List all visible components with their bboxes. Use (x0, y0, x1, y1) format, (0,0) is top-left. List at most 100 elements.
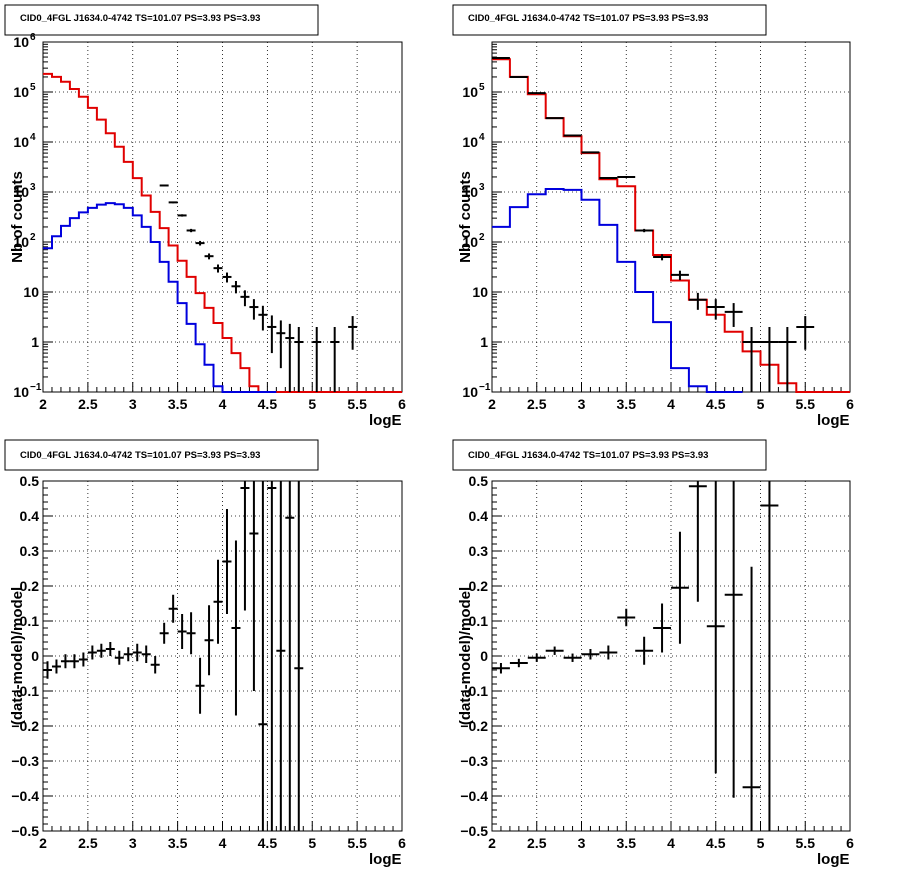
y-axis-label: Nb of counts (457, 171, 474, 263)
data-point (177, 614, 187, 649)
data-point (599, 177, 618, 180)
data-point (653, 603, 671, 653)
series-2 (492, 188, 743, 393)
data-point (60, 654, 70, 669)
data-point (330, 326, 340, 392)
y-tick-exponent: 6 (30, 32, 36, 43)
data-point (635, 636, 654, 665)
chart-panel-3: CID0_4FGL J1634.0-4742 TS=101.07 PS=3.93… (4, 439, 406, 868)
data-point (240, 290, 250, 307)
data-point (258, 305, 268, 331)
chart-title: CID0_4FGL J1634.0-4742 TS=101.07 PS=3.93… (468, 13, 708, 24)
x-tick-label: 4.5 (258, 835, 278, 851)
x-axis-label: logE (817, 851, 850, 868)
y-tick-label: 0.1 (469, 613, 489, 629)
y-tick-label: 10 (13, 134, 29, 150)
y-tick-exponent: 2 (479, 232, 485, 243)
x-tick-label: 5 (757, 396, 765, 412)
data-point (724, 481, 743, 798)
data-point (599, 645, 618, 660)
x-tick-label: 6 (398, 396, 406, 412)
data-point (760, 481, 779, 831)
x-tick-label: 5.5 (796, 396, 816, 412)
x-tick-label: 2.5 (527, 835, 547, 851)
y-tick-label: −0.4 (460, 788, 488, 804)
data-point (150, 656, 160, 674)
data-point (213, 559, 223, 644)
data-point (159, 622, 169, 644)
data-point (249, 299, 259, 320)
y-tick-exponent: 3 (479, 182, 485, 193)
data-point (492, 663, 510, 674)
y-tick-label: −0.4 (11, 788, 39, 804)
data-point (581, 151, 600, 154)
series-1 (43, 72, 402, 393)
y-tick-label: −0.5 (11, 823, 39, 839)
data-point (168, 201, 178, 204)
data-point (742, 566, 761, 831)
data-point (671, 270, 689, 281)
y-tick-exponent: −1 (30, 382, 42, 393)
x-tick-label: 5 (757, 835, 765, 851)
y-tick-label: 0.5 (20, 473, 40, 489)
x-tick-label: 3.5 (617, 835, 637, 851)
data-point (671, 531, 689, 644)
data-point (69, 654, 79, 669)
data-point (276, 481, 286, 831)
y-tick-label: 10 (13, 384, 29, 400)
data-point (132, 643, 142, 662)
data-point (186, 228, 196, 233)
y-tick-label: 0.3 (469, 543, 489, 559)
data-point (231, 280, 241, 294)
y-tick-label: 0.1 (20, 613, 40, 629)
y-tick-label: 10 (23, 284, 39, 300)
y-tick-label: 10 (13, 234, 29, 250)
x-tick-label: 5.5 (347, 396, 367, 412)
data-point (231, 540, 241, 716)
y-tick-label: 1 (480, 334, 488, 350)
y-tick-label: 0 (480, 648, 488, 664)
x-tick-label: 3 (578, 396, 586, 412)
data-point (285, 481, 295, 831)
chart-panel-1: CID0_4FGL J1634.0-4742 TS=101.07 PS=3.93… (4, 4, 406, 429)
grid (492, 481, 850, 831)
data-point (348, 316, 358, 350)
y-tick-exponent: 2 (30, 232, 36, 243)
x-tick-label: 6 (398, 835, 406, 851)
data-point (222, 272, 232, 283)
y-tick-exponent: 5 (479, 82, 485, 93)
data-point (267, 481, 277, 831)
y-tick-label: 10 (13, 84, 29, 100)
data-point (581, 649, 600, 660)
y-axis-label: (data-model)/model (9, 587, 26, 725)
grid (43, 42, 402, 392)
x-tick-label: 3.5 (168, 835, 188, 851)
data-point (177, 214, 187, 217)
data-point (141, 645, 151, 663)
data-point (653, 254, 671, 261)
x-tick-label: 2 (39, 396, 47, 412)
x-tick-label: 2 (39, 835, 47, 851)
y-tick-label: 10 (462, 234, 478, 250)
y-tick-label: 0.5 (469, 473, 489, 489)
source-model-step-line (492, 188, 743, 393)
x-tick-label: 3 (129, 835, 137, 851)
data-point (294, 481, 304, 831)
x-tick-label: 2 (488, 396, 496, 412)
title-box (4, 439, 319, 471)
chart-title: CID0_4FGL J1634.0-4742 TS=101.07 PS=3.93… (20, 450, 260, 461)
y-axis-label: (data-model)/model (457, 587, 474, 725)
data-point (159, 184, 169, 187)
y-tick-exponent: 4 (479, 132, 485, 143)
x-tick-label: 5.5 (796, 835, 816, 851)
x-tick-label: 3 (129, 396, 137, 412)
y-tick-label: 10 (472, 284, 488, 300)
y-ticks (43, 480, 53, 832)
data-point (545, 646, 564, 655)
data-point (186, 612, 196, 655)
x-tick-label: 4 (667, 835, 675, 851)
y-tick-label: 1 (31, 334, 39, 350)
data-point (724, 303, 743, 327)
y-tick-label: 10 (462, 384, 478, 400)
